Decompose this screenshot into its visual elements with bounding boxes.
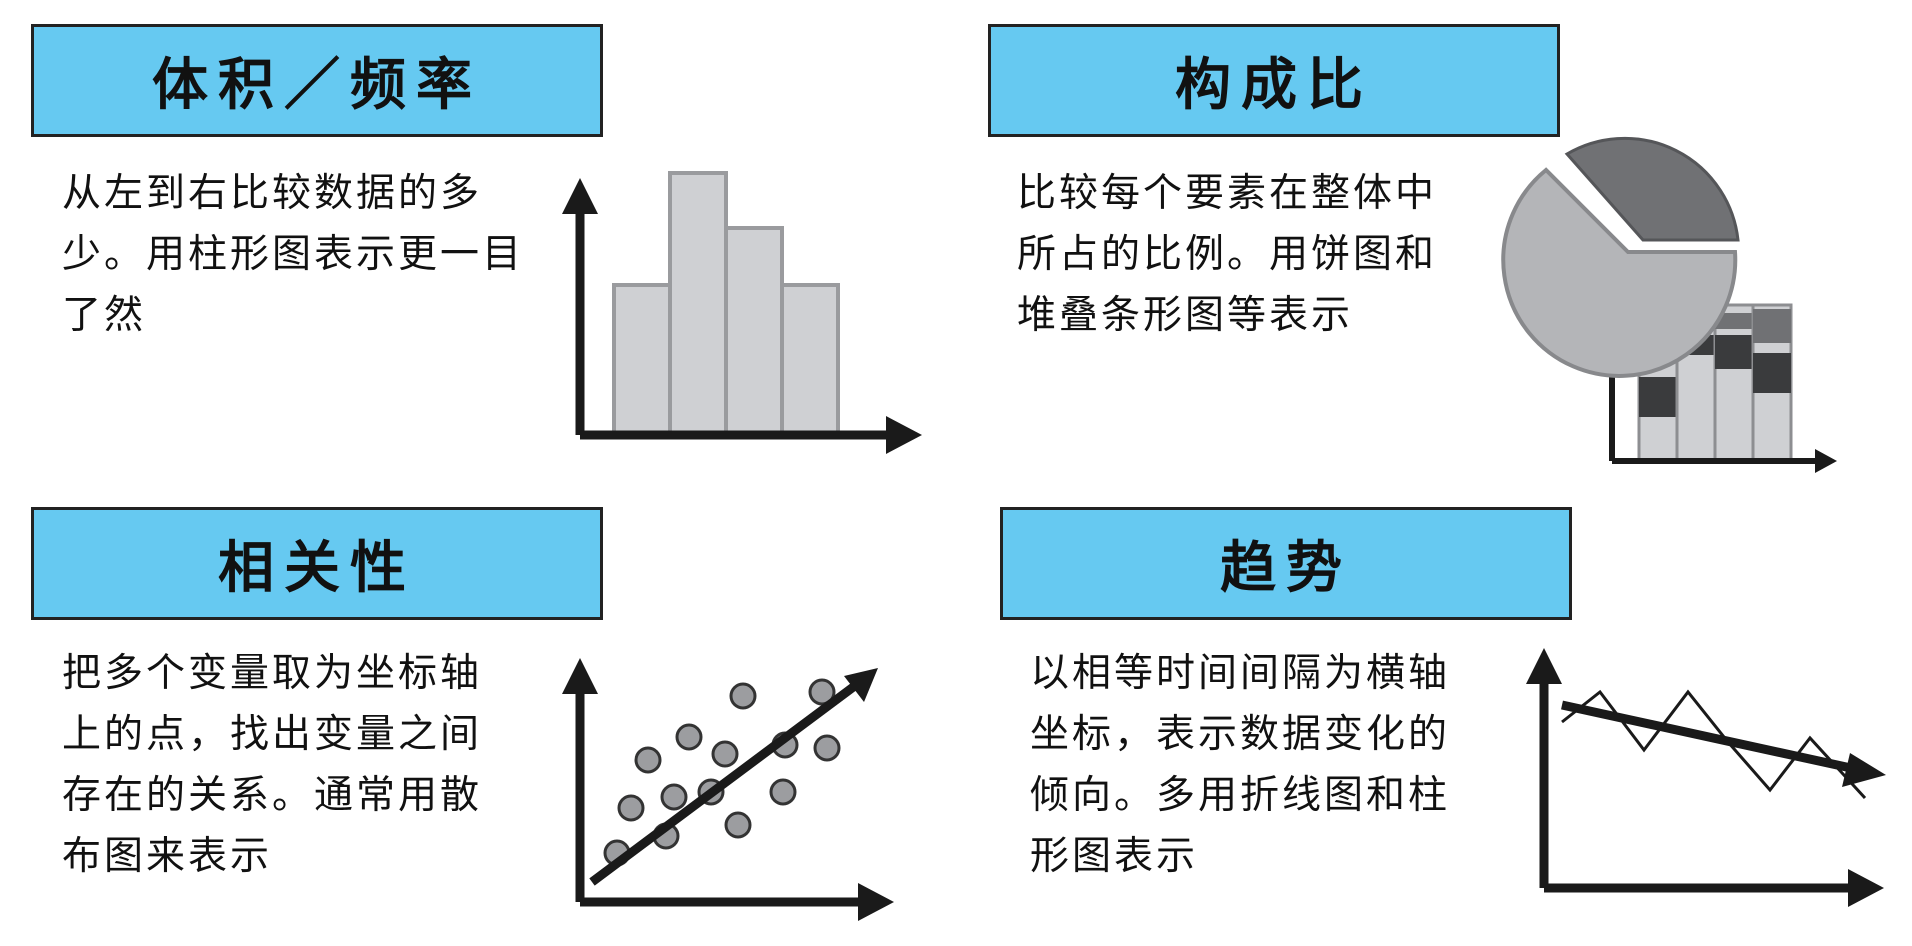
panel-description: 从左到右比较数据的多 少。用柱形图表示更一目 了然 — [62, 171, 525, 338]
scatter-plot-icon — [562, 658, 894, 921]
bar-chart-icon — [562, 171, 922, 454]
panel-description: 把多个变量取为坐标轴 上的点，找出变量之间 存在的关系。通常用散 布图来表示 — [62, 651, 483, 879]
panel-title: 体积／频率 — [152, 53, 482, 118]
panel-header-correlation: 相关性 — [31, 507, 603, 620]
panel-header-volume: 体积／频率 — [31, 24, 603, 137]
panel-description: 以相等时间间隔为横轴 坐标，表示数据变化的 倾向。多用折线图和柱 形图表示 — [1030, 651, 1451, 879]
panel-header-composition: 构成比 — [988, 24, 1560, 137]
panel-header-trend: 趋势 — [1000, 507, 1572, 620]
panel-title: 构成比 — [1175, 53, 1373, 118]
panel-title: 趋势 — [1220, 536, 1352, 601]
line-chart-icon — [1526, 648, 1886, 907]
panel-description: 比较每个要素在整体中 所占的比例。用饼图和 堆叠条形图等表示 — [1017, 171, 1438, 338]
pie-chart-icon — [1501, 136, 1740, 378]
panel-title: 相关性 — [218, 536, 416, 601]
